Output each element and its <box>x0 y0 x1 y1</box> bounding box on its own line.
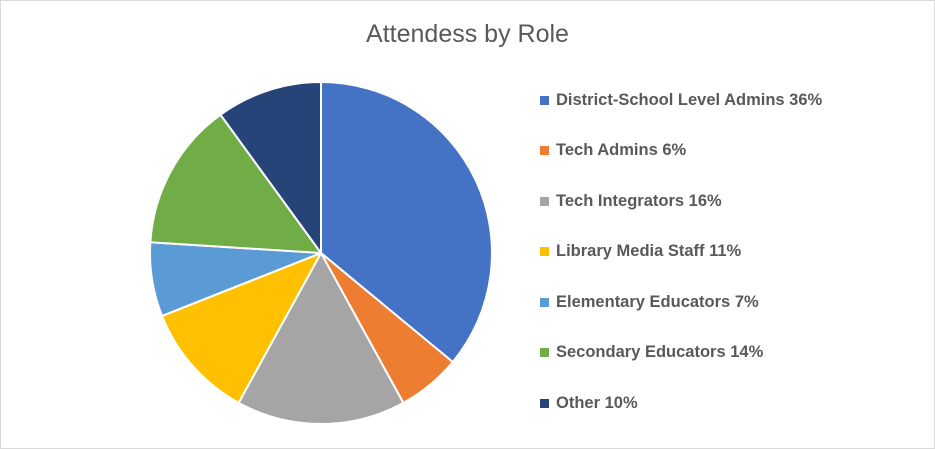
pie-slice-0 <box>320 81 494 363</box>
pie-slice-5 <box>149 113 322 254</box>
pie-slice-6 <box>219 81 322 254</box>
pie-slice-2 <box>237 252 405 426</box>
legend-swatch-6 <box>540 398 549 408</box>
legend-swatch-5 <box>540 348 549 357</box>
legend-swatch-1 <box>540 146 549 155</box>
legend-label-1: Tech Admins 6% <box>556 141 687 159</box>
legend-label-5: Secondary Educators 14% <box>556 343 764 361</box>
legend-item-2: Tech Integrators 16% <box>540 189 722 213</box>
legend-swatch-2 <box>540 196 549 206</box>
legend-item-4: Elementary Educators 7% <box>540 290 759 314</box>
chart-title: Attendess by Role <box>366 20 569 48</box>
legend-item-0: District-School Level Admins 36% <box>540 88 822 112</box>
legend-label-0: District-School Level Admins 36% <box>556 90 823 109</box>
legend-swatch-4 <box>540 297 549 307</box>
legend-item-3: Library Media Staff 11% <box>540 240 741 264</box>
legend-item-5: Secondary Educators 14% <box>540 341 763 365</box>
legend-label-6: Other 10% <box>556 393 638 412</box>
legend-swatch-0 <box>540 95 549 105</box>
legend-item-1: Tech Admins 6% <box>540 139 686 163</box>
legend-swatch-3 <box>540 247 549 256</box>
legend-label-4: Elementary Educators 7% <box>556 292 759 311</box>
legend-label-2: Tech Integrators 16% <box>556 191 722 210</box>
legend-label-3: Library Media Staff 11% <box>556 242 742 260</box>
pie-slice-3 <box>161 252 322 404</box>
legend-item-6: Other 10% <box>540 391 638 415</box>
